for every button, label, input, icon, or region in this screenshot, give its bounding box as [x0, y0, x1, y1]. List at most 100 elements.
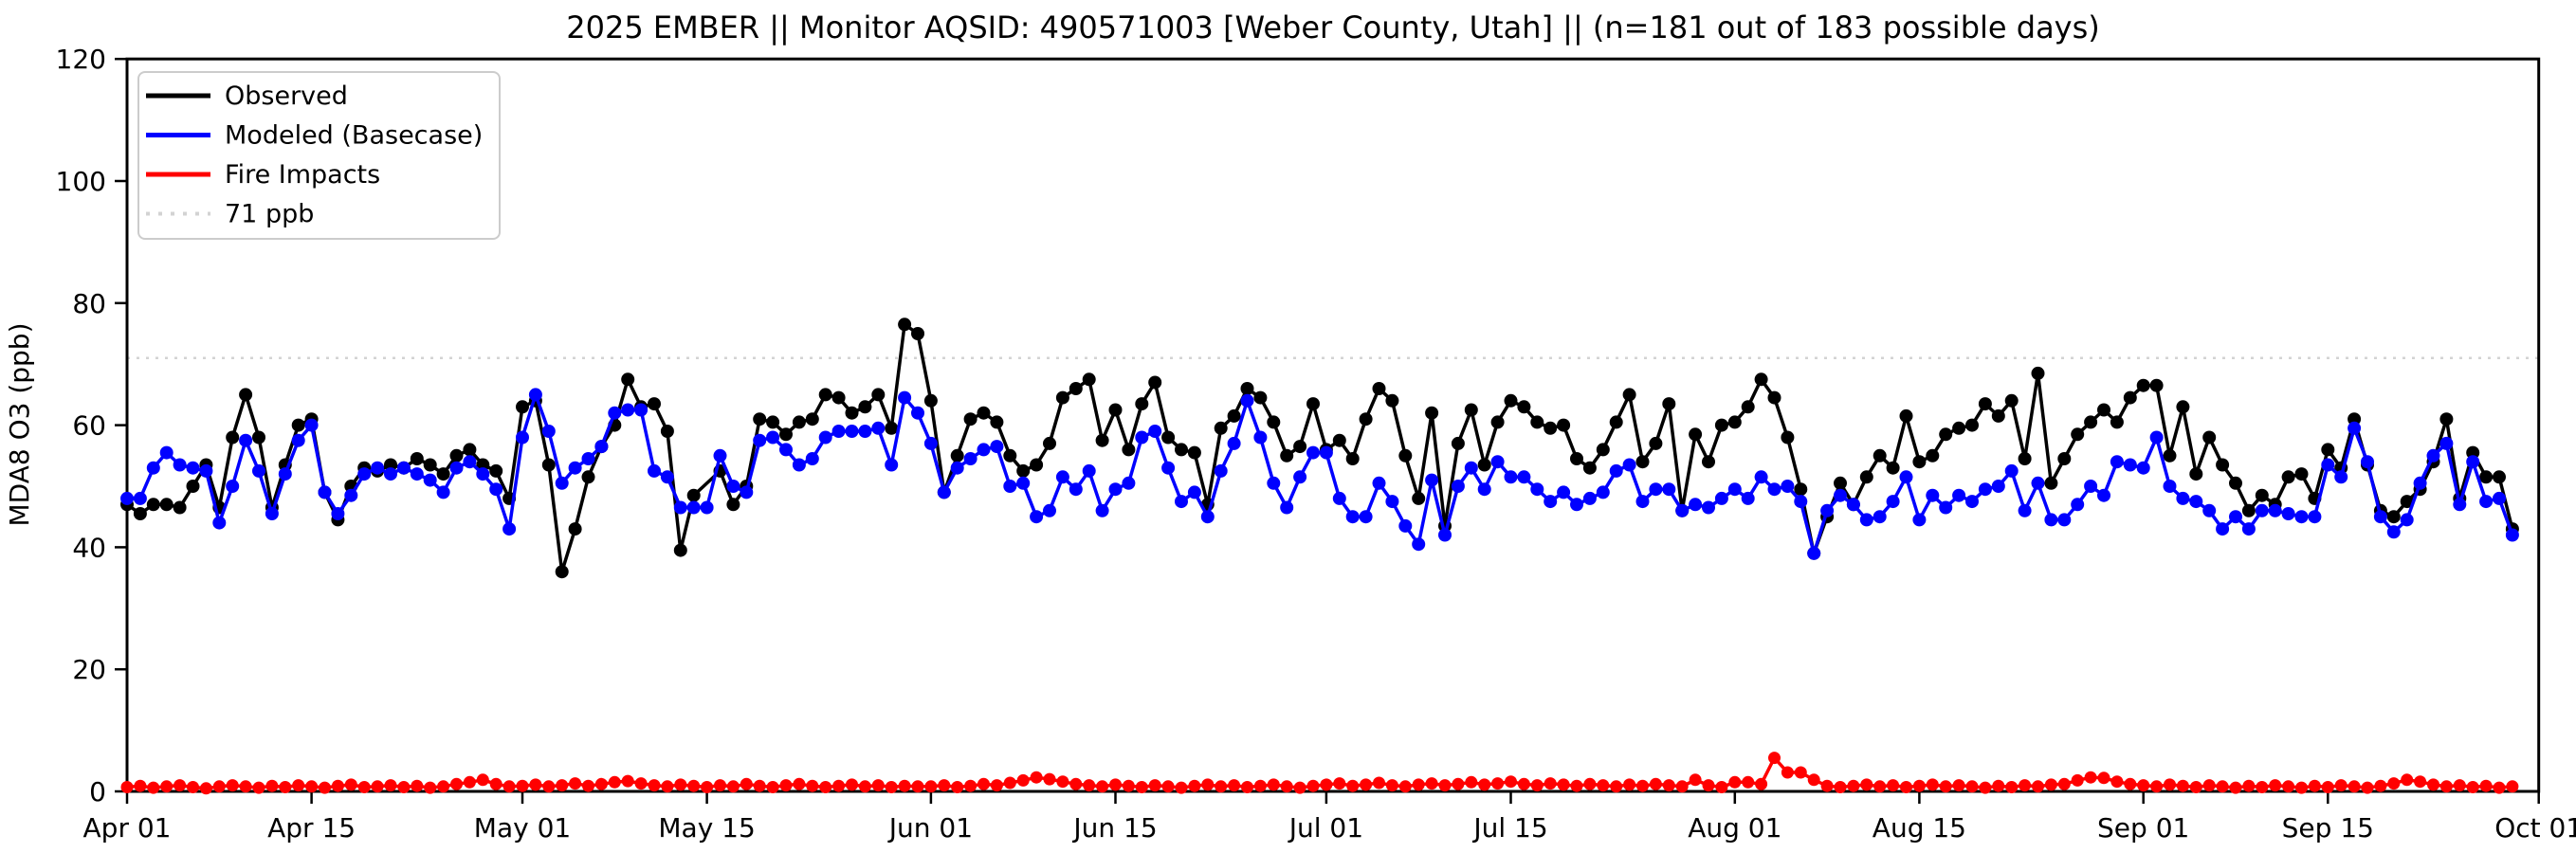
modeled-basecase--marker: [2255, 503, 2269, 517]
modeled-basecase--marker: [1398, 518, 1413, 533]
observed-marker: [1267, 415, 1281, 429]
modeled-basecase--marker: [1530, 482, 1544, 497]
observed-marker: [555, 565, 569, 579]
modeled-basecase--marker: [885, 458, 899, 472]
observed-marker: [2255, 488, 2269, 502]
fire-impacts-marker: [1820, 779, 1834, 792]
x-tick-label: May 01: [474, 812, 571, 844]
fire-impacts-marker: [1465, 775, 1478, 789]
modeled-basecase--marker: [713, 448, 727, 463]
observed-marker: [1293, 440, 1307, 454]
modeled-basecase--marker: [476, 467, 490, 481]
modeled-basecase--marker: [2373, 510, 2387, 524]
fire-impacts-marker: [1675, 780, 1689, 793]
modeled-basecase--marker: [252, 463, 265, 478]
modeled-basecase--marker: [2057, 513, 2072, 527]
modeled-basecase--marker: [2044, 513, 2058, 527]
fire-impacts-marker: [2084, 771, 2097, 784]
observed-marker: [384, 458, 397, 472]
fire-impacts-marker: [964, 779, 977, 792]
observed-marker: [2176, 400, 2190, 414]
observed-marker: [1412, 491, 1426, 505]
fire-impacts-marker: [2005, 781, 2019, 793]
fire-impacts-marker: [1385, 779, 1398, 792]
fire-impacts-marker: [2427, 778, 2439, 791]
fire-impacts-marker: [621, 774, 634, 788]
x-tick-label: Sep 15: [2282, 812, 2374, 844]
modeled-basecase--marker: [792, 458, 806, 472]
modeled-basecase--marker: [357, 467, 372, 481]
observed-marker: [2071, 427, 2085, 442]
observed-marker: [1069, 382, 1083, 395]
observed-marker: [1741, 400, 1755, 414]
fire-impacts-marker: [569, 777, 582, 790]
modeled-basecase--marker: [1345, 510, 1360, 524]
fire-impacts-marker: [2019, 779, 2032, 792]
modeled-basecase--marker: [845, 425, 859, 438]
modeled-basecase--marker: [1714, 491, 1728, 505]
observed-marker: [1398, 448, 1413, 463]
modeled-basecase--marker: [1596, 485, 1610, 499]
fire-impacts-marker: [1926, 778, 1939, 791]
fire-impacts-marker: [1109, 778, 1122, 791]
fire-impacts-marker: [1003, 776, 1016, 789]
modeled-basecase--marker: [1253, 430, 1268, 445]
fire-impacts-marker: [147, 781, 160, 794]
legend-label-observed: Observed: [225, 82, 348, 111]
fire-impacts-marker: [120, 781, 134, 793]
fire-impacts-marker: [1452, 777, 1465, 790]
fire-impacts-marker: [793, 777, 806, 790]
modeled-basecase--marker: [621, 403, 635, 417]
observed-marker: [1886, 461, 1900, 475]
modeled-basecase--marker: [186, 461, 200, 475]
observed-line: [125, 322, 2514, 573]
fire-impacts-marker: [2176, 779, 2189, 792]
observed-marker: [1991, 408, 2005, 423]
fire-impacts-marker: [594, 777, 608, 790]
observed-marker: [1477, 458, 1491, 472]
observed-marker: [1912, 455, 1927, 469]
modeled-basecase--marker: [2071, 498, 2085, 512]
observed-marker: [1135, 397, 1149, 411]
modeled-basecase--marker: [608, 406, 622, 420]
modeled-basecase--marker: [1003, 480, 1017, 493]
modeled-basecase--marker: [2334, 470, 2348, 484]
fire-impacts-marker: [1834, 781, 1847, 793]
y-tick-label: 80: [72, 288, 106, 319]
modeled-basecase--marker: [1187, 485, 1201, 499]
fire-impacts-marker: [1320, 778, 1333, 791]
observed-marker: [792, 415, 806, 429]
fire-impacts-marker: [1794, 766, 1807, 779]
observed-marker: [1227, 408, 1241, 423]
observed-marker: [226, 430, 240, 445]
observed-marker: [1609, 415, 1623, 429]
y-axis-label: MDA8 O3 (ppb): [4, 322, 35, 526]
observed-marker: [1187, 445, 1201, 460]
modeled-basecase--marker: [568, 461, 582, 475]
modeled-basecase--marker: [2439, 436, 2454, 450]
fire-impacts-marker: [753, 779, 766, 792]
modeled-basecase--marker: [1240, 393, 1254, 408]
observed-marker: [1108, 403, 1123, 417]
observed-marker: [1939, 427, 1953, 442]
modeled-basecase--marker: [1069, 482, 1083, 497]
observed-marker: [1570, 452, 1583, 465]
fire-impacts-marker: [1887, 779, 1900, 792]
fire-impacts-marker: [2189, 781, 2202, 793]
modeled-basecase--marker: [159, 445, 174, 460]
fire-impacts-marker: [1267, 778, 1280, 791]
observed-marker: [1359, 412, 1373, 426]
fire-impacts-marker: [1505, 775, 1517, 789]
observed-marker: [1385, 393, 1399, 408]
modeled-basecase--marker: [1754, 470, 1768, 484]
fire-impacts-marker: [1228, 779, 1241, 792]
observed-marker: [1859, 470, 1873, 484]
modeled-basecase--marker: [1280, 500, 1294, 515]
modeled-basecase--marker: [304, 418, 319, 432]
observed-marker: [1148, 375, 1162, 390]
modeled-basecase--marker: [1517, 470, 1531, 484]
modeled-basecase--marker: [2018, 503, 2032, 517]
fire-impacts-marker: [476, 773, 489, 787]
fire-impacts-marker: [1360, 778, 1373, 791]
fire-impacts-marker: [2242, 779, 2256, 792]
